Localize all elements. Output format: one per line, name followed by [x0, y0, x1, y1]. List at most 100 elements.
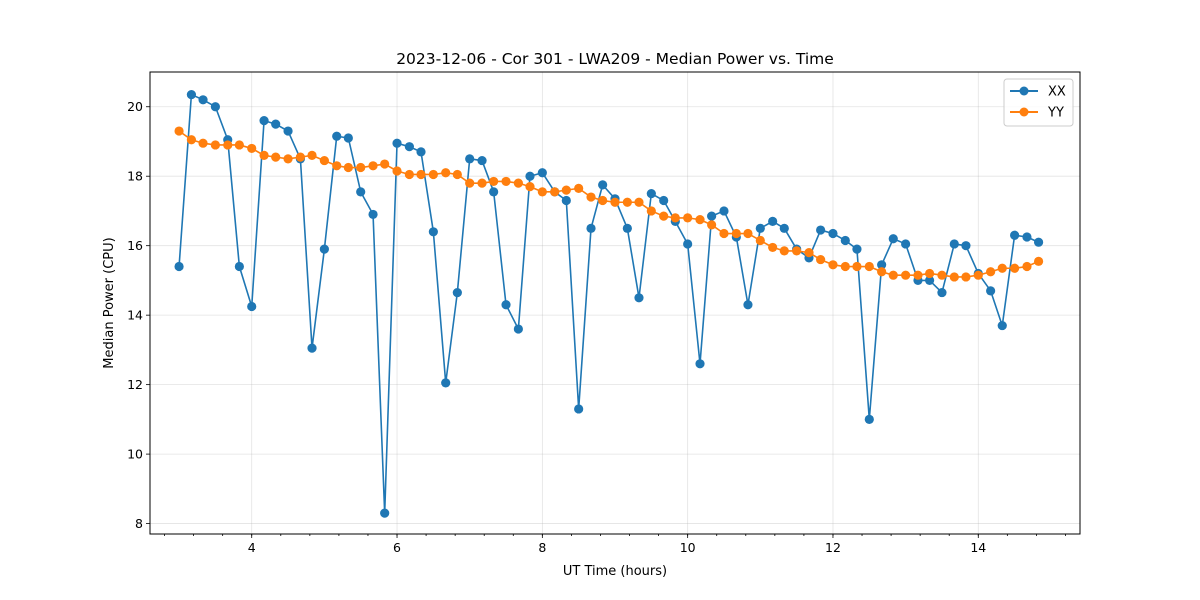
data-point-xx — [271, 119, 281, 129]
data-point-yy — [525, 182, 535, 192]
data-point-yy — [598, 195, 608, 206]
legend-label-xx: XX — [1048, 85, 1066, 100]
data-point-yy — [634, 197, 644, 207]
data-point-xx — [319, 244, 329, 254]
data-point-yy — [441, 168, 451, 178]
data-point-xx — [198, 95, 208, 105]
data-point-xx — [489, 187, 499, 197]
y-axis: 8 10 12 14 16 18 20 — [127, 99, 150, 531]
data-point-yy — [186, 135, 197, 145]
data-point-yy — [901, 270, 911, 280]
data-point-yy — [537, 187, 547, 197]
data-point-xx — [1010, 230, 1020, 240]
data-point-yy — [489, 176, 499, 187]
data-point-xx — [380, 508, 390, 518]
data-point-yy — [307, 150, 317, 160]
data-point-yy — [779, 246, 789, 256]
data-point-xx — [719, 206, 729, 216]
data-point-xx — [840, 235, 850, 246]
data-point-yy — [392, 166, 402, 176]
data-point-yy — [1033, 256, 1044, 266]
data-point-yy — [513, 178, 523, 188]
data-point-yy — [223, 140, 233, 150]
data-point-xx — [598, 180, 608, 190]
y-tick-label: 18 — [127, 169, 143, 184]
data-point-yy — [319, 155, 329, 166]
x-tick-label: 14 — [970, 540, 986, 555]
x-tick-label: 10 — [680, 540, 696, 555]
data-point-yy — [550, 187, 560, 197]
data-point-yy — [210, 140, 220, 150]
data-point-yy — [574, 183, 584, 193]
data-point-xx — [986, 286, 996, 296]
data-point-xx — [659, 195, 669, 206]
data-point-xx — [852, 244, 862, 254]
data-point-yy — [561, 185, 571, 195]
data-point-yy — [743, 228, 753, 239]
data-point-xx — [961, 241, 971, 251]
data-point-yy — [670, 213, 680, 223]
data-point-xx — [937, 287, 947, 298]
data-point-xx — [356, 187, 366, 197]
data-point-xx — [755, 223, 765, 233]
data-point-yy — [646, 206, 656, 216]
grid-layer — [150, 72, 1080, 534]
data-point-yy — [610, 197, 620, 207]
data-point-xx — [779, 223, 789, 233]
data-point-xx — [646, 188, 656, 199]
legend-marker-yy — [1019, 107, 1029, 117]
chart-title: 2023-12-06 - Cor 301 - LWA209 - Median P… — [396, 50, 834, 68]
legend-label-yy: YY — [1047, 106, 1064, 121]
data-point-xx — [877, 260, 887, 270]
data-point-yy — [416, 169, 426, 180]
data-point-yy — [259, 150, 269, 160]
data-point-xx — [283, 126, 293, 136]
data-point-xx — [452, 287, 462, 298]
data-point-xx — [768, 216, 778, 226]
data-point-xx — [743, 300, 753, 310]
data-point-yy — [768, 242, 778, 253]
data-point-xx — [477, 155, 487, 166]
data-point-yy — [888, 270, 898, 280]
data-point-yy — [997, 263, 1007, 273]
data-point-yy — [452, 169, 462, 180]
data-point-yy — [501, 176, 511, 187]
data-point-yy — [428, 169, 438, 180]
data-point-yy — [198, 138, 208, 148]
data-point-xx — [828, 228, 838, 239]
series-yy — [174, 126, 1044, 282]
data-point-xx — [634, 293, 644, 303]
data-point-yy — [586, 192, 596, 202]
data-point-xx — [247, 301, 257, 312]
data-point-yy — [804, 248, 814, 258]
data-point-yy — [707, 220, 717, 230]
data-point-yy — [683, 213, 693, 223]
data-point-xx — [234, 261, 244, 272]
data-point-xx — [816, 225, 826, 235]
x-tick-label: 6 — [393, 540, 401, 555]
data-point-yy — [937, 270, 947, 280]
data-point-yy — [343, 162, 353, 173]
data-point-xx — [949, 239, 959, 249]
plot-area-frame — [149, 71, 1081, 535]
data-point-xx — [537, 168, 547, 178]
data-point-xx — [574, 404, 584, 414]
data-point-xx — [210, 102, 220, 112]
data-point-yy — [852, 261, 862, 272]
y-tick-label: 10 — [127, 447, 143, 462]
data-point-yy — [234, 140, 244, 150]
data-point-yy — [719, 228, 729, 239]
data-point-yy — [332, 161, 342, 171]
data-point-xx — [683, 239, 693, 249]
data-point-yy — [283, 154, 293, 164]
data-point-yy — [1022, 261, 1032, 272]
data-point-xx — [441, 378, 451, 388]
data-point-yy — [877, 267, 887, 277]
data-point-xx — [888, 234, 898, 244]
data-point-yy — [404, 169, 414, 180]
data-point-yy — [380, 159, 390, 169]
data-point-yy — [1010, 263, 1020, 273]
data-point-xx — [525, 171, 535, 181]
data-point-yy — [755, 235, 765, 246]
